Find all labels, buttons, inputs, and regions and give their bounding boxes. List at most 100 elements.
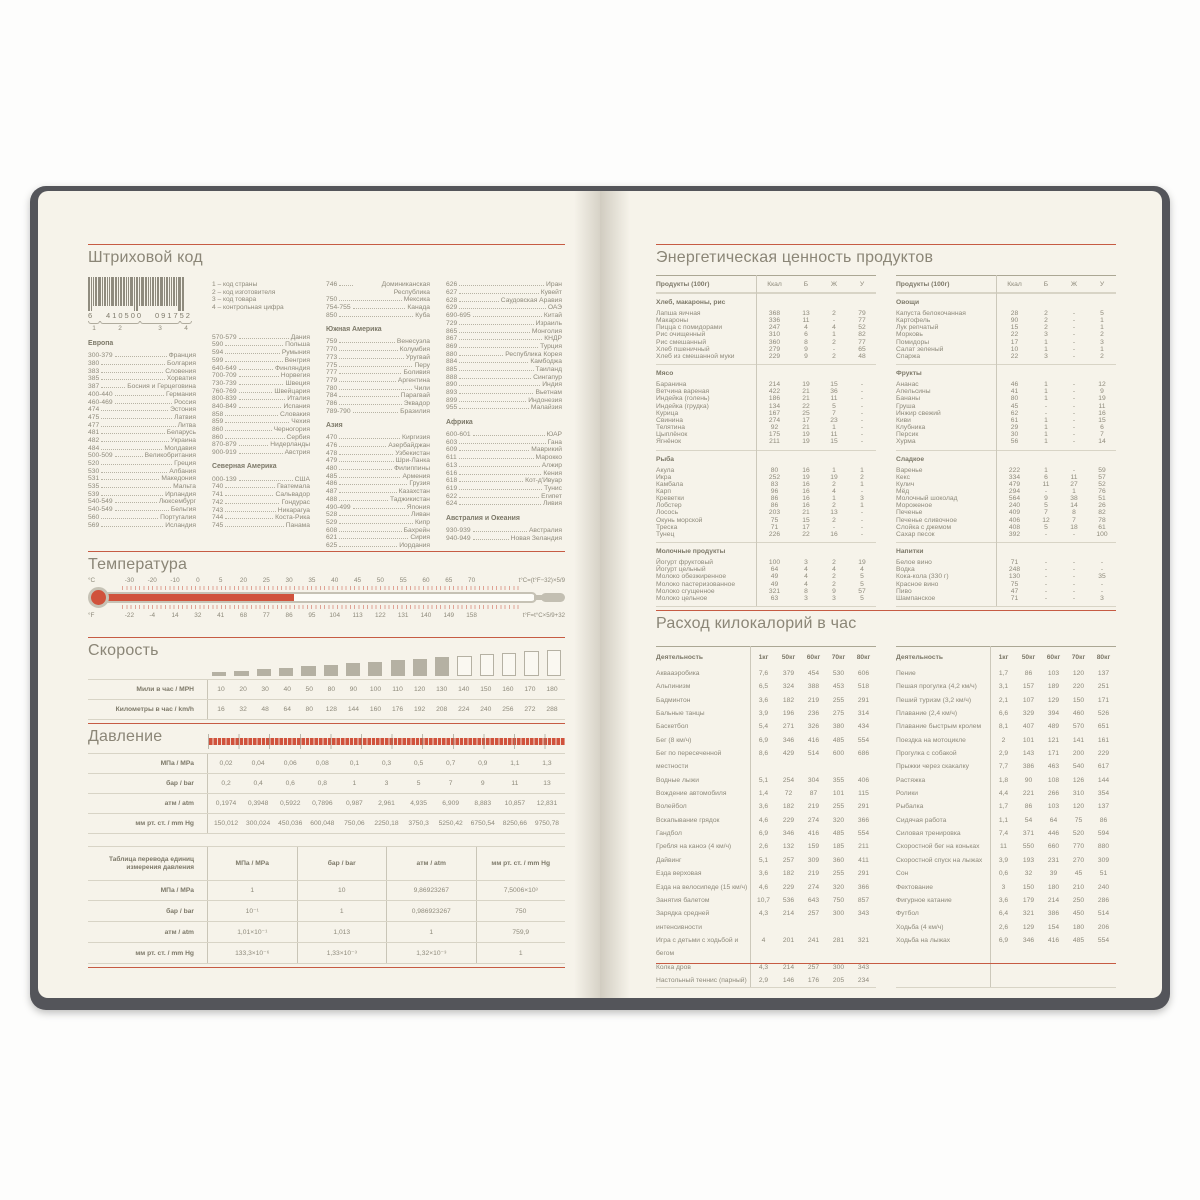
dot-leader bbox=[101, 437, 169, 442]
row-values: 0,2 0,4 0,6 0,8 1 3 5 7 9 11 13 bbox=[207, 774, 565, 793]
country-code-row: 730-739 Швеция bbox=[212, 380, 310, 388]
country-code: 893 bbox=[446, 389, 458, 397]
value-cell: 1,01×10⁻¹ bbox=[207, 922, 297, 942]
country-code: 869 bbox=[446, 342, 458, 350]
country-code-row: 741 Сальвадор bbox=[212, 491, 310, 499]
thermometer-fill bbox=[105, 594, 295, 601]
country-code: 476 bbox=[326, 442, 338, 449]
value-cell: 355 bbox=[832, 776, 845, 784]
dot-leader bbox=[225, 349, 280, 355]
value-cell: 321 bbox=[1022, 910, 1035, 918]
country-name: Доминиканская Республика bbox=[381, 281, 430, 296]
value-cell: 12 bbox=[1098, 381, 1106, 389]
country-code-row: 488 Таджикистан bbox=[326, 495, 430, 503]
country-name: Сальвадор bbox=[275, 491, 310, 499]
value-cell: 1 bbox=[1100, 345, 1104, 353]
value-cell: 554 bbox=[857, 736, 870, 744]
country-name: Узбекистан bbox=[395, 449, 430, 457]
value-cell: - bbox=[1072, 409, 1076, 417]
value-cell: 257 bbox=[807, 910, 820, 918]
value-cell: - bbox=[1072, 594, 1076, 602]
energy-section-title: Энергетическая ценность продуктов bbox=[656, 249, 934, 266]
value-cell: 3,6 bbox=[998, 896, 1009, 904]
value-cell: 411 bbox=[858, 856, 869, 864]
country-code: 470 bbox=[326, 434, 338, 442]
column-header: МПа / MPa bbox=[207, 847, 297, 880]
fahrenheit-tick: 95 bbox=[308, 612, 316, 619]
value-cell: - bbox=[860, 388, 864, 396]
value-cell: 160 bbox=[502, 686, 514, 693]
value-cell: 157 bbox=[1022, 683, 1035, 691]
value-cell: 7 bbox=[1100, 431, 1104, 439]
food-name: Печенье bbox=[896, 509, 923, 517]
value-cell: 394 bbox=[1047, 710, 1060, 718]
country-code-row: 628 Саудовская Аравия bbox=[446, 296, 562, 304]
country-code-row: 744 Коста-Рика bbox=[212, 514, 310, 522]
country-name: Сирия bbox=[410, 534, 430, 542]
value-cell: 2 bbox=[1044, 310, 1048, 317]
activity-name: Дайвинг bbox=[656, 856, 682, 864]
country-name: Хорватия bbox=[166, 375, 196, 383]
row-label: МПа / MPa bbox=[160, 760, 194, 767]
value-cell: 309 bbox=[807, 856, 820, 864]
value-cell: 146 bbox=[782, 976, 795, 984]
value-cell: 2 bbox=[832, 310, 836, 317]
country-code: 780 bbox=[326, 384, 338, 392]
dot-leader bbox=[459, 343, 539, 348]
activity-row: Скоростной бег на коньках 11 550 660 770 880 bbox=[896, 840, 1116, 853]
food-row: Печенье 409 7 8 82 bbox=[896, 509, 1116, 516]
value-cell: 61 bbox=[1098, 523, 1106, 531]
value-cell: 214 bbox=[782, 910, 795, 918]
value-cell: 86 bbox=[770, 502, 779, 510]
activity-row: Гребля на каноэ (4 км/ч) 2,6 132 159 185 211 bbox=[656, 840, 876, 853]
value-cell: 1,33×10⁻³ bbox=[296, 943, 387, 963]
value-cell: 554 bbox=[1097, 936, 1110, 944]
value-cell: 6,6 bbox=[998, 710, 1009, 718]
value-cell: - bbox=[1072, 331, 1076, 339]
country-name: Македония bbox=[161, 475, 196, 483]
country-name: Уругвай bbox=[405, 353, 430, 361]
dot-leader bbox=[459, 366, 534, 371]
country-code: 000-139 bbox=[212, 475, 237, 483]
value-cell: 2 bbox=[860, 473, 864, 481]
value-cell: 0,3948 bbox=[247, 800, 269, 807]
fahrenheit-tick: 113 bbox=[352, 612, 363, 619]
food-name: Инжир свежий bbox=[896, 409, 941, 417]
value-cell: 13 bbox=[830, 509, 838, 517]
value-cell: 1 bbox=[860, 466, 864, 474]
value-cell: 240 bbox=[1008, 502, 1021, 510]
country-name: Великобритания bbox=[144, 452, 196, 460]
row-values: 0,1974 0,3948 0,5922 0,7896 0,987 2,961 4,935 6… bbox=[207, 794, 565, 813]
country-name: Саудовская Аравия bbox=[500, 296, 562, 304]
value-cell: 129 bbox=[1022, 923, 1035, 931]
value-cell: 0,08 bbox=[315, 760, 329, 767]
value-cell: 9 bbox=[1044, 495, 1048, 503]
value-cell: - bbox=[1072, 338, 1076, 346]
value-cell: 4 bbox=[804, 573, 808, 581]
value-cell: 19 bbox=[858, 559, 866, 567]
food-row: Красное вино 75 - - - bbox=[896, 581, 1116, 588]
country-name: Азербайджан bbox=[388, 442, 430, 449]
value-cell: 518 bbox=[857, 683, 870, 691]
value-cell: 86 bbox=[770, 495, 779, 503]
codes-column-3: 746 Доминиканская Республика 750 Мексика 754… bbox=[326, 277, 430, 549]
dot-leader bbox=[352, 304, 406, 310]
value-cell: 22 bbox=[802, 530, 810, 538]
value-cell: 1 bbox=[352, 780, 357, 787]
value-cell: 1 bbox=[860, 480, 864, 488]
country-code-row: 570-579 Дания bbox=[212, 333, 310, 341]
barcode-bar bbox=[93, 277, 94, 306]
country-code-row: 477 Литва bbox=[88, 421, 196, 429]
value-cell: 13 bbox=[802, 310, 810, 317]
value-cell: 54 bbox=[1024, 816, 1033, 824]
food-group-rows: Капуста белокочанная 28 2-5 Картофель 90 2-1 Л… bbox=[896, 310, 1116, 364]
country-code: 627 bbox=[446, 289, 458, 297]
value-cell: 326 bbox=[807, 723, 820, 731]
country-name: Греция bbox=[174, 460, 196, 468]
thermometer-icon bbox=[88, 586, 565, 609]
country-code-row: 780 Чили bbox=[326, 384, 430, 392]
value-cell: 121 bbox=[1047, 736, 1060, 744]
value-cell: 22 bbox=[1010, 352, 1019, 360]
value-cell: 200 bbox=[1072, 750, 1085, 758]
dot-leader bbox=[352, 407, 399, 413]
